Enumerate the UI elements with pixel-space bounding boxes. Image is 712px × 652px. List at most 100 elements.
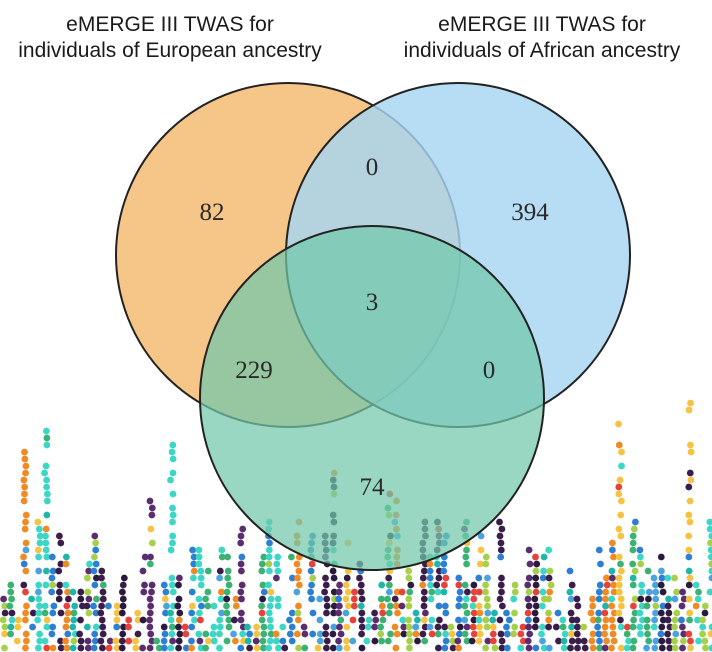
plot-dot [35, 567, 43, 575]
plot-dot [70, 637, 78, 645]
plot-dot [22, 609, 29, 617]
plot-dot [63, 616, 71, 624]
plot-dot [330, 588, 338, 596]
plot-dot [330, 574, 338, 582]
plot-dot [644, 630, 651, 638]
plot-dot [175, 644, 183, 652]
plot-dot [686, 518, 694, 526]
plot-dot [210, 602, 218, 610]
plot-dot [475, 588, 483, 596]
plot-dot [168, 574, 176, 582]
plot-dot [223, 588, 231, 596]
plot-dot [490, 637, 497, 645]
plot-dot [225, 623, 233, 631]
plot-dot [525, 546, 533, 554]
plot-dot [169, 532, 177, 540]
plot-dot [237, 532, 245, 540]
plot-dot [218, 588, 225, 596]
plot-dot [379, 602, 386, 610]
plot-dot [336, 623, 343, 631]
plot-dot [630, 616, 637, 624]
plot-dot [644, 567, 652, 575]
plot-dot [442, 609, 450, 617]
plot-dot [708, 623, 712, 631]
plot-dot [419, 630, 427, 638]
plot-dot [35, 644, 42, 652]
plot-dot [630, 602, 637, 610]
plot-dot [461, 630, 469, 638]
plot-dot [477, 546, 485, 554]
plot-dot [672, 630, 680, 638]
plot-dot [64, 609, 72, 617]
plot-dot [406, 644, 413, 652]
plot-dot [699, 623, 707, 631]
plot-dot [461, 616, 469, 624]
plot-dot [21, 455, 29, 463]
plot-dot [92, 539, 99, 547]
plot-dot [496, 532, 504, 540]
plot-dot [645, 588, 653, 596]
plot-dot [8, 595, 16, 603]
plot-dot [148, 504, 156, 512]
plot-dot [99, 623, 107, 631]
plot-dot [76, 630, 83, 638]
plot-dot [161, 630, 169, 638]
plot-dot [393, 588, 401, 596]
plot-dot [202, 630, 210, 638]
plot-dot [125, 623, 132, 631]
set-label-african-line1: eMERGE III TWAS for [438, 13, 646, 36]
plot-dot [470, 630, 478, 638]
plot-dot [196, 609, 203, 617]
plot-dot [119, 602, 127, 610]
plot-dot [175, 581, 182, 589]
plot-dot [323, 602, 331, 610]
plot-dot [650, 574, 658, 582]
plot-dot [274, 595, 282, 603]
plot-dot [371, 609, 378, 617]
plot-dot [99, 581, 107, 589]
plot-dot [35, 595, 43, 603]
plot-dot [167, 644, 175, 652]
plot-dot [259, 581, 267, 589]
plot-dot [378, 637, 385, 645]
plot-dot [680, 637, 687, 645]
plot-dot [475, 602, 483, 610]
set-label-african: eMERGE III TWAS for individuals of Afric… [372, 12, 712, 64]
plot-dot [708, 560, 712, 568]
plot-dot [169, 511, 177, 519]
plot-dot [651, 616, 658, 624]
plot-dot [7, 623, 15, 631]
count-all-three: 3 [366, 289, 379, 316]
plot-dot [204, 602, 212, 610]
plot-dot [168, 630, 176, 638]
plot-dot [440, 567, 448, 575]
plot-dot [602, 588, 610, 596]
plot-dot [84, 623, 91, 631]
plot-dot [188, 588, 196, 596]
plot-dot [420, 588, 428, 596]
plot-dot [462, 553, 470, 561]
plot-dot [70, 609, 78, 617]
plot-dot [253, 630, 261, 638]
plot-dot [456, 588, 464, 596]
plot-dot [625, 637, 632, 645]
plot-dot [43, 616, 51, 624]
plot-dot [441, 644, 449, 652]
plot-dot [517, 630, 525, 638]
plot-dot [615, 609, 623, 617]
plot-dot [294, 574, 301, 582]
plot-dot [230, 630, 238, 638]
plot-dot [511, 588, 519, 596]
plot-dot [322, 574, 329, 582]
plot-dot [188, 623, 196, 631]
plot-dot [657, 581, 665, 589]
count-european-african: 0 [366, 154, 379, 181]
plot-dot [482, 560, 490, 568]
plot-dot [258, 567, 266, 575]
plot-dot [22, 518, 29, 526]
plot-dot [118, 609, 126, 617]
plot-dot [77, 644, 85, 652]
plot-dot [244, 637, 252, 645]
plot-dot [322, 581, 330, 589]
plot-dot [273, 574, 280, 582]
